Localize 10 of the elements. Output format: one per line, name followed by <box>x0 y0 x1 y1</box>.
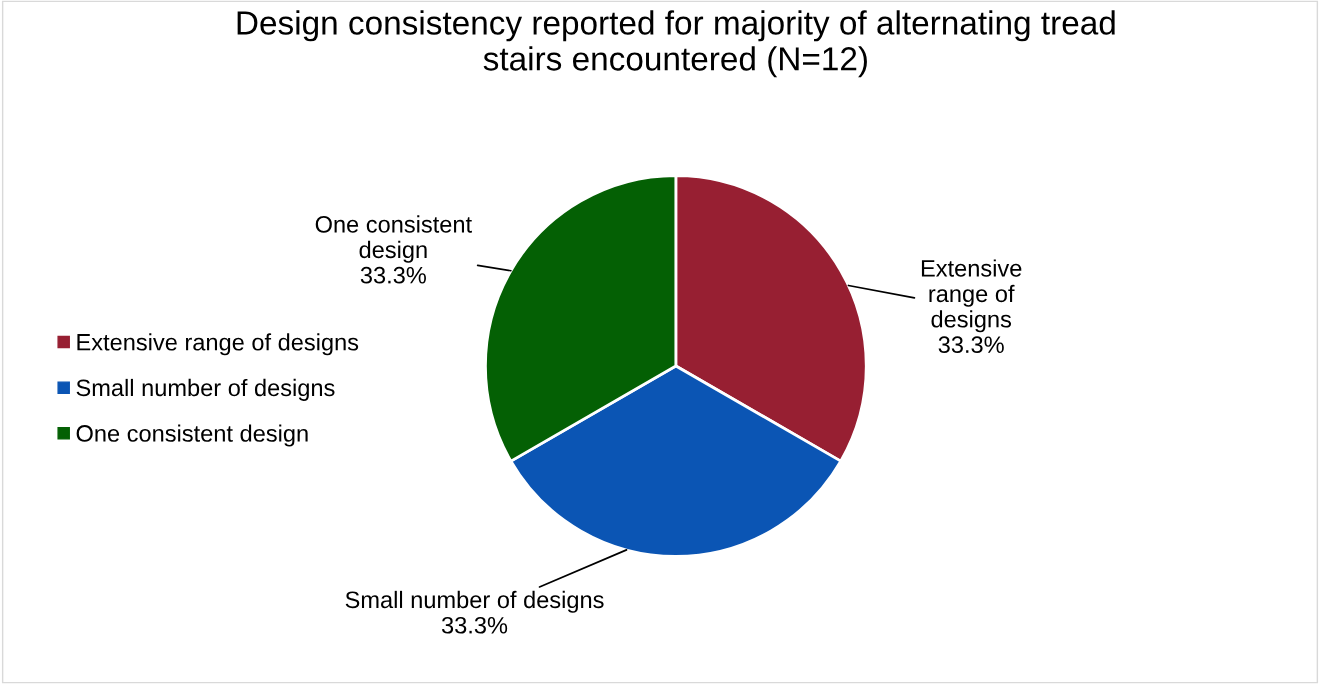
slice-label: One consistent design <box>315 215 472 263</box>
legend-label: Extensive range of designs <box>77 333 359 356</box>
legend-label: Small number of designs <box>76 378 335 401</box>
chart-title: Design consistency reported for majority of alternating tread stairs encountered (N=12) <box>237 10 1115 78</box>
data-label: 33.3% <box>441 616 508 634</box>
slice-label: Small number of designs <box>345 590 604 613</box>
slice-label: Extensive range of designs <box>921 259 1022 333</box>
legend-label: One consistent design <box>76 424 308 447</box>
data-label: 33.3% <box>360 266 426 284</box>
data-label: 33.3% <box>938 336 1004 354</box>
